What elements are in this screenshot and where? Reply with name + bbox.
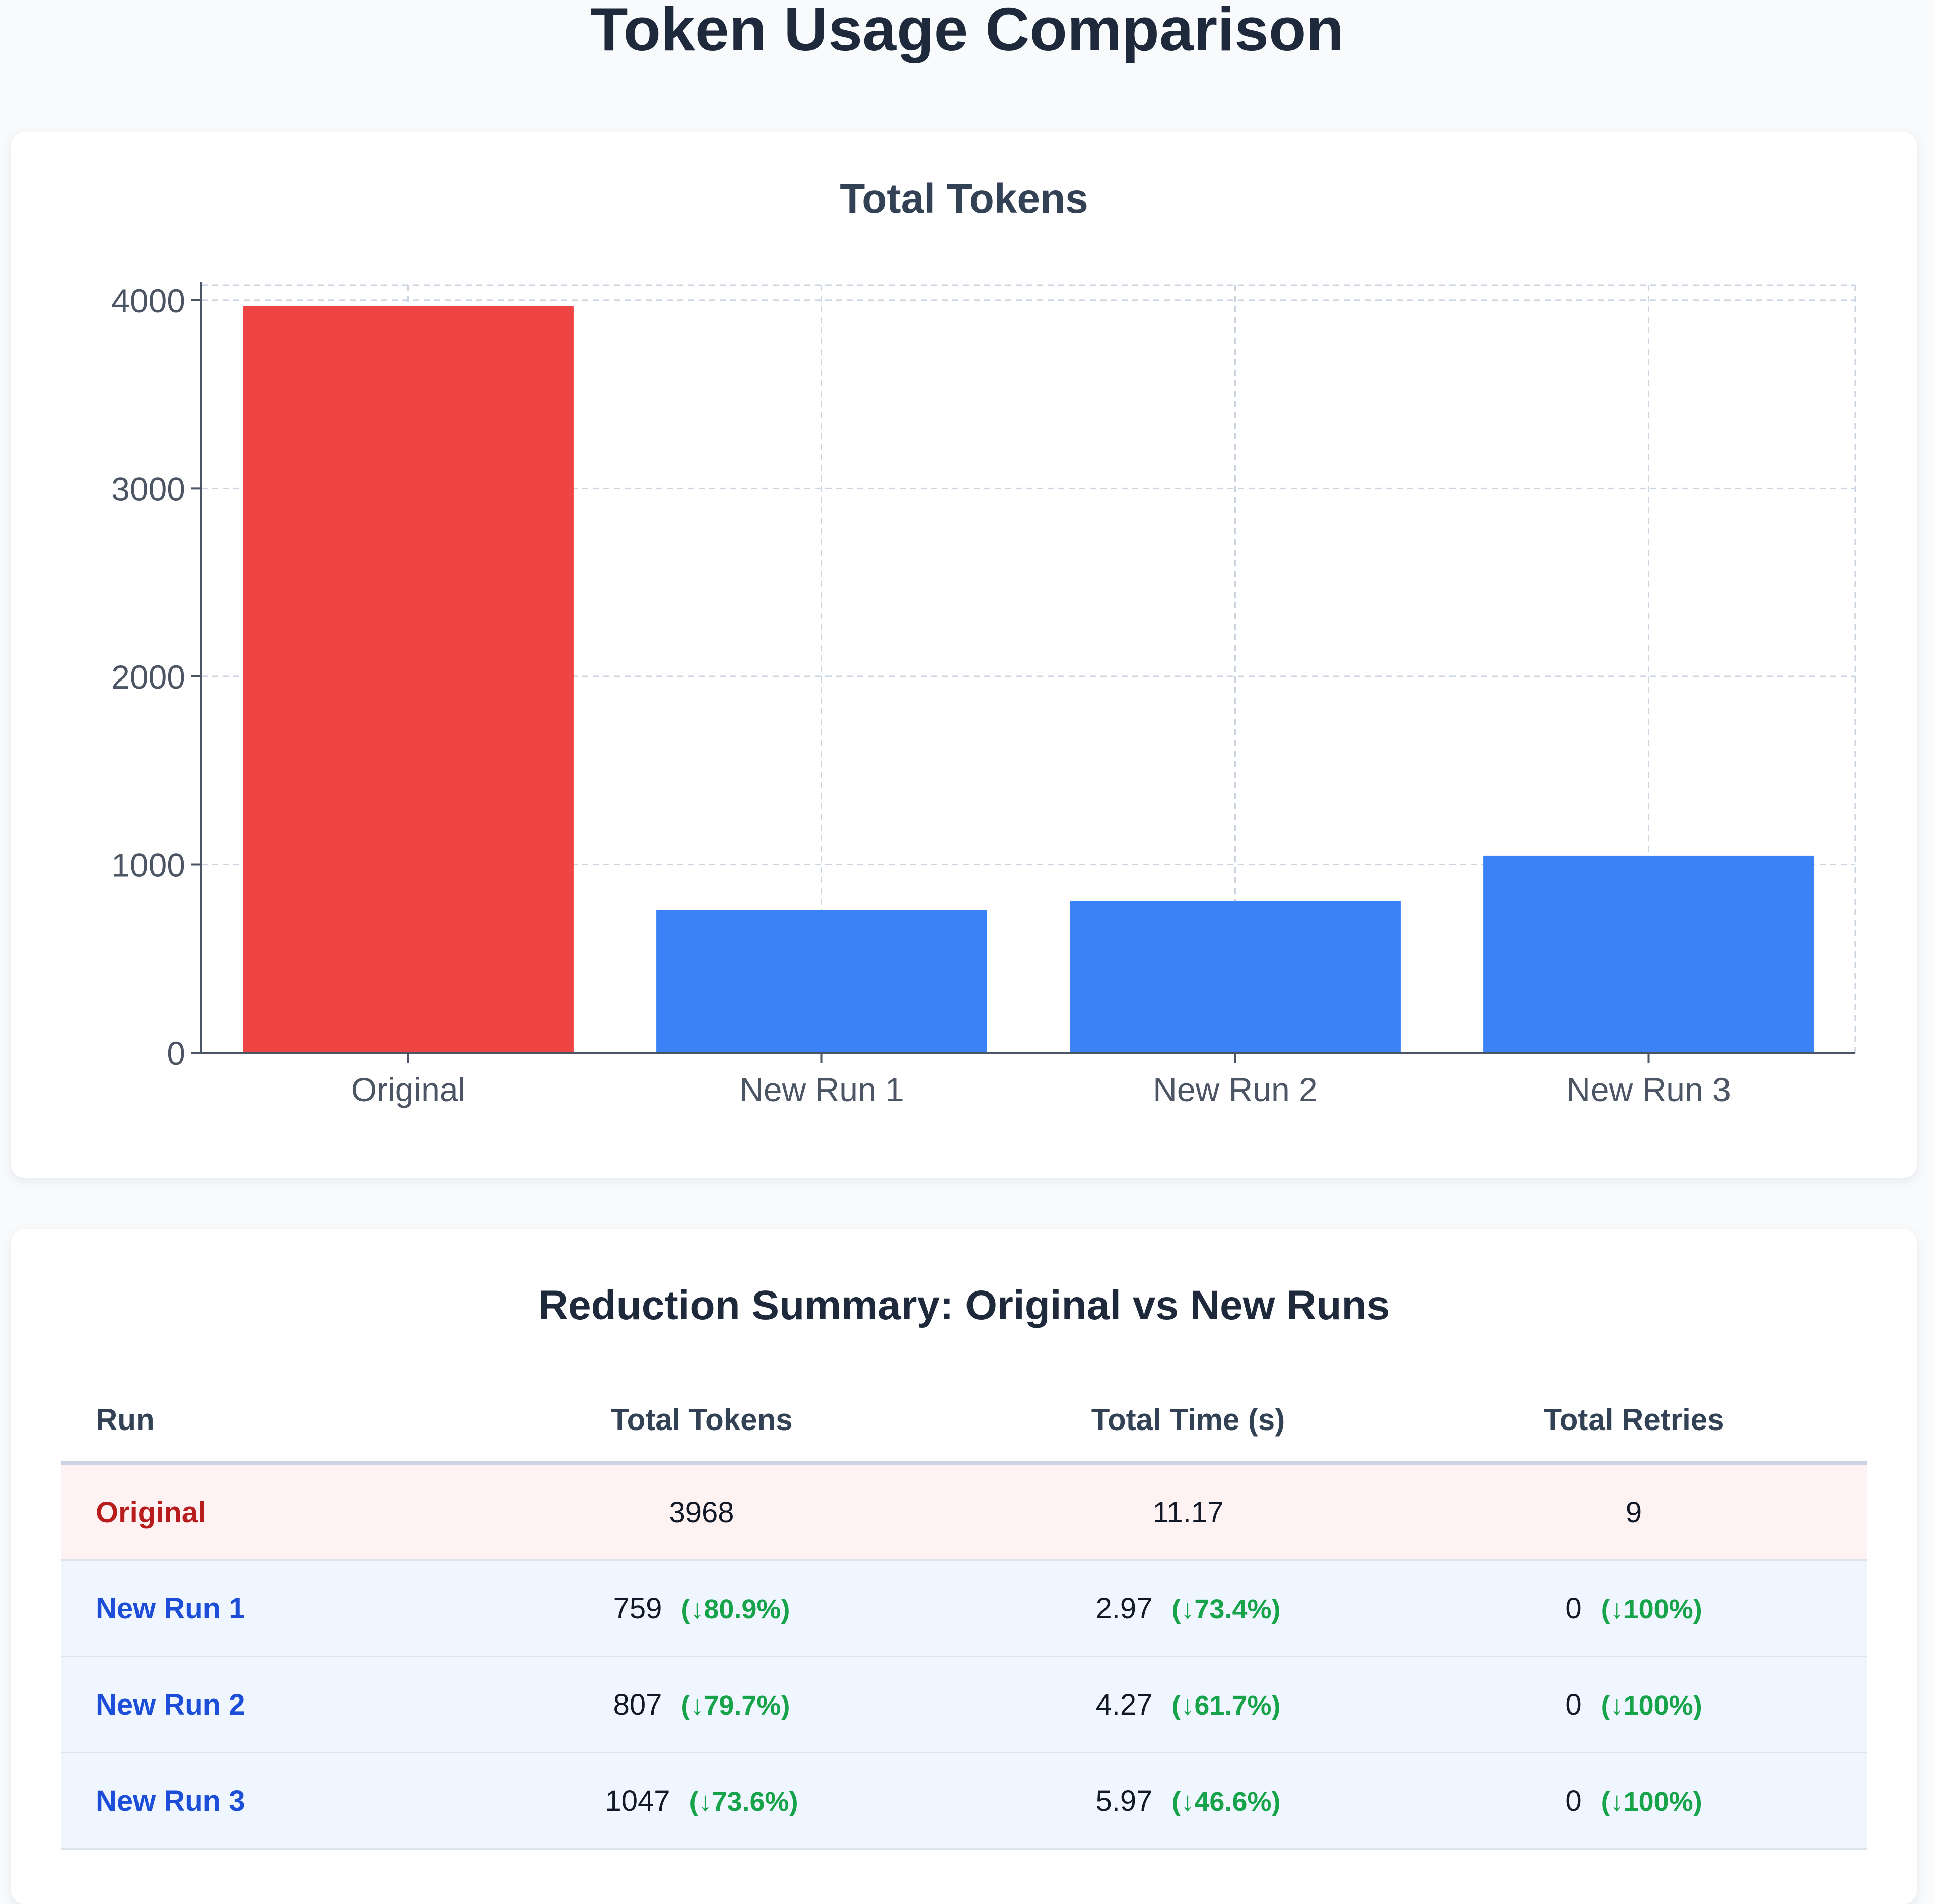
bar-new-run-3 xyxy=(1483,855,1814,1053)
y-tick-label: 0 xyxy=(167,1035,185,1072)
bar-new-run-2 xyxy=(1070,901,1401,1053)
x-tick-label: Original xyxy=(351,1071,465,1108)
retries-cell: 0 (↓100%) xyxy=(1401,1560,1867,1657)
chart-axes: 0 1000 2000 3000 4000 Original New Run 1 New Ru… xyxy=(111,282,1855,1108)
y-tick-label: 1000 xyxy=(111,846,185,883)
header-total-time: Total Time (s) xyxy=(975,1378,1401,1465)
x-tick-label: New Run 2 xyxy=(1153,1071,1318,1108)
time-cell: 5.97 (↓46.6%) xyxy=(975,1752,1401,1850)
y-tick-label: 2000 xyxy=(111,658,185,696)
tokens-value: 759 xyxy=(613,1592,662,1625)
time-cell: 4.27 (↓61.7%) xyxy=(975,1656,1401,1753)
page-title: Token Usage Comparison xyxy=(590,0,1344,63)
chart-bars xyxy=(243,306,1814,1053)
retries-cell: 0 (↓100%) xyxy=(1401,1656,1867,1753)
y-tick-label: 4000 xyxy=(111,282,185,319)
time-value: 2.97 xyxy=(1095,1592,1153,1625)
tokens-reduction: (↓80.9%) xyxy=(681,1594,790,1624)
header-run: Run xyxy=(61,1378,428,1465)
table-row-original: Original 3968 11.17 9 xyxy=(61,1463,1867,1561)
run-name: New Run 2 xyxy=(61,1656,428,1753)
x-tick-label: New Run 3 xyxy=(1566,1071,1731,1108)
x-tick-label: New Run 1 xyxy=(739,1071,904,1108)
summary-card: Reduction Summary: Original vs New Runs … xyxy=(11,1229,1917,1904)
time-value: 4.27 xyxy=(1095,1688,1153,1721)
summary-table: Run Total Tokens Total Time (s) Total Re… xyxy=(61,1378,1867,1850)
run-name: New Run 1 xyxy=(61,1560,428,1657)
tokens-value: 1047 xyxy=(605,1784,670,1817)
table-row-new-run-1: New Run 1 759 (↓80.9%) 2.97 (↓73.4%) 0 (↓10… xyxy=(61,1560,1867,1657)
retries-value: 0 xyxy=(1565,1592,1582,1625)
time-reduction: (↓46.6%) xyxy=(1171,1786,1281,1817)
retries-reduction: (↓100%) xyxy=(1601,1690,1702,1721)
run-name: Original xyxy=(61,1463,428,1561)
time-cell: 11.17 xyxy=(975,1463,1401,1561)
retries-value: 0 xyxy=(1565,1784,1582,1817)
time-cell: 2.97 (↓73.4%) xyxy=(975,1560,1401,1657)
tokens-cell: 807 (↓79.7%) xyxy=(428,1656,975,1753)
header-total-retries: Total Retries xyxy=(1401,1378,1867,1465)
time-value: 5.97 xyxy=(1095,1784,1153,1817)
retries-cell: 0 (↓100%) xyxy=(1401,1752,1867,1850)
time-reduction: (↓61.7%) xyxy=(1171,1690,1281,1721)
retries-value: 9 xyxy=(1625,1495,1642,1529)
time-reduction: (↓73.4%) xyxy=(1171,1594,1281,1624)
tokens-value: 3968 xyxy=(669,1495,734,1529)
table-row-new-run-3: New Run 3 1047 (↓73.6%) 5.97 (↓46.6%) 0 (↓1… xyxy=(61,1752,1867,1850)
time-value: 11.17 xyxy=(1152,1495,1224,1529)
header-total-tokens: Total Tokens xyxy=(428,1378,975,1465)
tokens-reduction: (↓79.7%) xyxy=(681,1690,790,1721)
tokens-reduction: (↓73.6%) xyxy=(689,1786,798,1817)
tokens-cell: 3968 xyxy=(428,1463,975,1561)
retries-reduction: (↓100%) xyxy=(1601,1594,1702,1624)
retries-value: 0 xyxy=(1565,1688,1582,1721)
y-tick-label: 3000 xyxy=(111,470,185,507)
tokens-cell: 1047 (↓73.6%) xyxy=(428,1752,975,1850)
chart-card: Total Tokens 0 1000 2000 3000 4000 Original Ne… xyxy=(11,132,1917,1178)
total-tokens-bar-chart: Total Tokens 0 1000 2000 3000 4000 Original Ne… xyxy=(111,176,1856,1108)
tokens-cell: 759 (↓80.9%) xyxy=(428,1560,975,1657)
chart-title: Total Tokens xyxy=(840,176,1088,222)
table-row-new-run-2: New Run 2 807 (↓79.7%) 4.27 (↓61.7%) 0 (↓10… xyxy=(61,1656,1867,1753)
retries-reduction: (↓100%) xyxy=(1601,1786,1702,1817)
bar-original xyxy=(243,306,574,1053)
retries-cell: 9 xyxy=(1401,1463,1867,1561)
summary-title: Reduction Summary: Original vs New Runs xyxy=(538,1282,1390,1328)
run-name: New Run 3 xyxy=(61,1752,428,1850)
table-header-row: Run Total Tokens Total Time (s) Total Re… xyxy=(61,1378,1867,1465)
tokens-value: 807 xyxy=(613,1688,662,1721)
bar-new-run-1 xyxy=(656,910,987,1053)
